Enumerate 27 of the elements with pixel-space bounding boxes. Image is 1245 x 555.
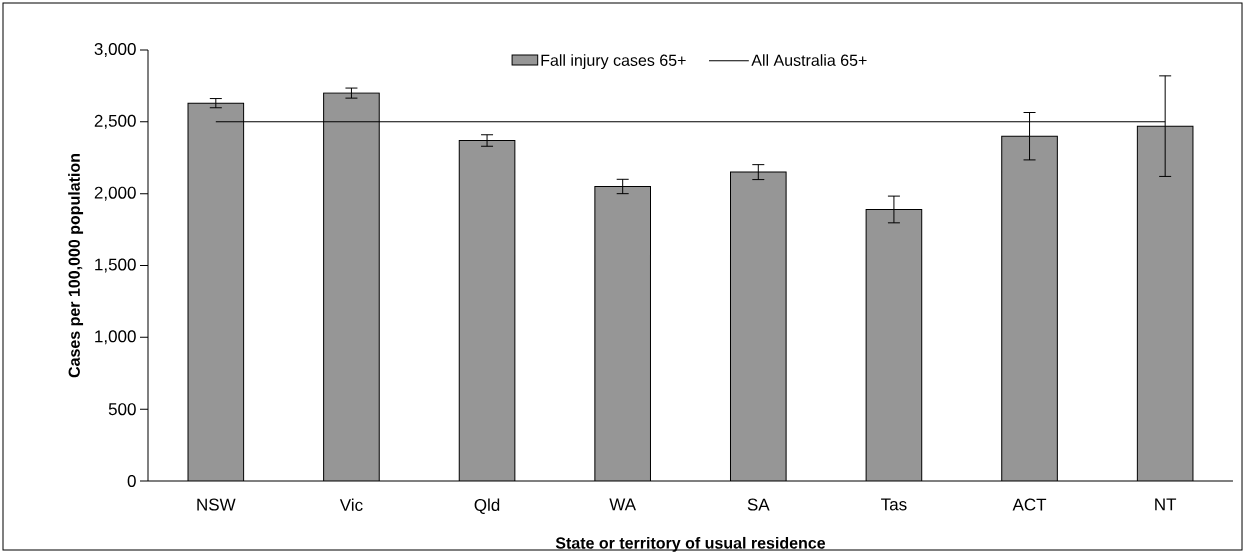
- x-axis-title: State or territory of usual residence: [555, 536, 826, 552]
- y-tick-label: 1,000: [95, 330, 136, 345]
- x-tick-label: NSW: [197, 498, 236, 511]
- x-tick-label: ACT: [1012, 498, 1047, 511]
- y-tick-label: 3,000: [94, 42, 136, 57]
- x-tick-label: WA: [609, 498, 637, 511]
- bar: [1001, 135, 1058, 481]
- bar: [458, 139, 516, 481]
- legend-label: Fall injury cases 65+: [541, 54, 686, 70]
- y-axis-title: Cases per 100,000 population: [68, 153, 84, 378]
- bar: [594, 185, 651, 481]
- x-tick-label: NT: [1155, 498, 1177, 511]
- legend-label: All Australia 65+: [751, 54, 867, 66]
- y-tick-label: 1,500: [95, 258, 136, 273]
- bar: [323, 92, 380, 481]
- y-tick-label: 2,500: [94, 114, 136, 129]
- x-tick-label: SA: [747, 498, 770, 511]
- x-tick-label: Tas: [881, 498, 907, 511]
- x-tick-label: Vic: [339, 498, 363, 511]
- bar: [187, 102, 245, 481]
- y-tick-label: 500: [108, 403, 136, 416]
- y-tick-label: 0: [127, 474, 136, 487]
- y-tick-label: 2,000: [94, 186, 136, 201]
- bar: [729, 171, 787, 481]
- bar: [1136, 125, 1194, 481]
- x-tick-label: Qld: [474, 498, 500, 514]
- bar: [865, 208, 923, 481]
